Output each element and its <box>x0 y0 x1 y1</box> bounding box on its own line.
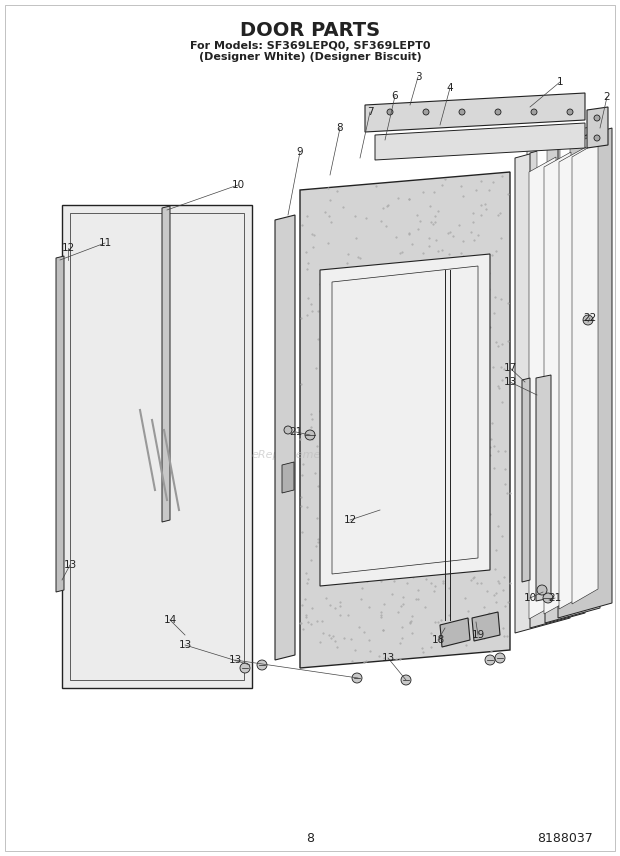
Polygon shape <box>70 213 244 680</box>
Text: 8188037: 8188037 <box>537 831 593 845</box>
Text: 13: 13 <box>503 377 516 387</box>
Text: 1: 1 <box>557 77 564 87</box>
Text: DOOR PARTS: DOOR PARTS <box>240 21 380 39</box>
Polygon shape <box>375 123 585 160</box>
Polygon shape <box>537 145 547 605</box>
Circle shape <box>543 593 553 603</box>
Polygon shape <box>275 215 295 660</box>
Text: eReplacementParts.com: eReplacementParts.com <box>252 450 388 460</box>
Polygon shape <box>545 133 600 623</box>
Text: 8: 8 <box>337 123 343 133</box>
Text: 14: 14 <box>164 615 177 625</box>
Polygon shape <box>472 612 500 641</box>
Text: (Designer White) (Designer Biscuit): (Designer White) (Designer Biscuit) <box>198 52 422 62</box>
Text: 13: 13 <box>63 560 77 570</box>
Text: 21: 21 <box>290 427 303 437</box>
Polygon shape <box>365 93 585 132</box>
Text: 8: 8 <box>306 831 314 845</box>
Polygon shape <box>320 254 490 586</box>
Text: 7: 7 <box>366 107 373 117</box>
Polygon shape <box>440 618 470 647</box>
Circle shape <box>257 660 267 670</box>
Circle shape <box>387 109 393 115</box>
Text: 18: 18 <box>432 635 445 645</box>
Polygon shape <box>587 107 608 148</box>
Polygon shape <box>572 142 598 604</box>
Circle shape <box>531 109 537 115</box>
Text: 2: 2 <box>604 92 610 102</box>
Polygon shape <box>530 138 585 628</box>
Polygon shape <box>332 266 478 574</box>
Circle shape <box>583 315 593 325</box>
Circle shape <box>594 135 600 141</box>
Polygon shape <box>62 205 252 688</box>
Polygon shape <box>56 256 64 592</box>
Circle shape <box>495 653 505 663</box>
Circle shape <box>537 585 547 595</box>
Polygon shape <box>536 375 551 601</box>
Polygon shape <box>282 462 294 493</box>
Text: 9: 9 <box>297 147 303 157</box>
Text: 12: 12 <box>343 515 356 525</box>
Polygon shape <box>559 147 586 609</box>
Polygon shape <box>583 135 593 595</box>
Text: 13: 13 <box>179 640 192 650</box>
Polygon shape <box>558 128 612 618</box>
Polygon shape <box>550 130 580 610</box>
Text: 6: 6 <box>392 91 398 101</box>
Circle shape <box>567 109 573 115</box>
Circle shape <box>305 430 315 440</box>
Text: 10: 10 <box>231 180 244 190</box>
Polygon shape <box>560 140 570 600</box>
Circle shape <box>240 663 250 673</box>
Text: 22: 22 <box>583 313 596 323</box>
Circle shape <box>485 655 495 665</box>
Text: 21: 21 <box>548 593 562 603</box>
Polygon shape <box>529 157 556 619</box>
Polygon shape <box>573 125 603 605</box>
Text: 13: 13 <box>381 653 394 663</box>
Text: 17: 17 <box>503 363 516 373</box>
Text: 12: 12 <box>61 243 74 253</box>
Text: For Models: SF369LEPQ0, SF369LEPT0: For Models: SF369LEPQ0, SF369LEPT0 <box>190 41 430 51</box>
Circle shape <box>401 675 411 685</box>
Polygon shape <box>527 135 557 615</box>
Circle shape <box>352 673 362 683</box>
Circle shape <box>284 426 292 434</box>
Text: 11: 11 <box>99 238 112 248</box>
Circle shape <box>594 115 600 121</box>
Polygon shape <box>162 206 170 522</box>
Polygon shape <box>300 172 510 668</box>
Text: 4: 4 <box>446 83 453 93</box>
Polygon shape <box>522 378 530 582</box>
Text: 13: 13 <box>228 655 242 665</box>
Circle shape <box>459 109 465 115</box>
Text: 3: 3 <box>415 72 422 82</box>
Circle shape <box>495 109 501 115</box>
Polygon shape <box>515 143 570 633</box>
Text: 10: 10 <box>523 593 536 603</box>
Text: 19: 19 <box>471 630 485 640</box>
Circle shape <box>423 109 429 115</box>
Polygon shape <box>544 152 571 614</box>
